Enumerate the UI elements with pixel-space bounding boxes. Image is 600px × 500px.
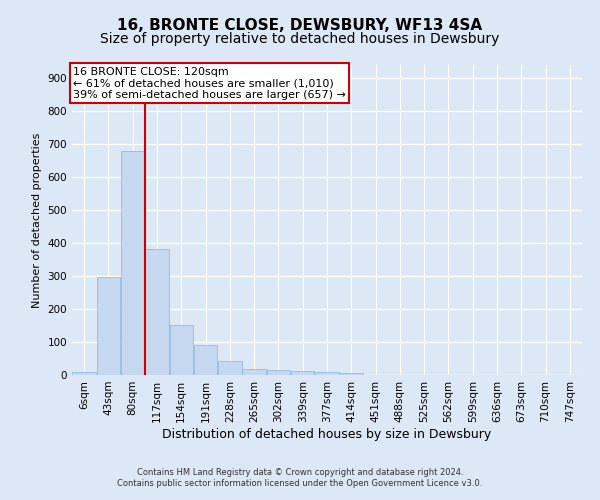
Bar [340, 372, 363, 375]
Bar [291, 370, 314, 375]
Bar [97, 276, 120, 375]
Bar [73, 372, 96, 375]
Text: 16, BRONTE CLOSE, DEWSBURY, WF13 4SA: 16, BRONTE CLOSE, DEWSBURY, WF13 4SA [118, 18, 482, 32]
Bar [218, 361, 242, 375]
Bar [242, 370, 266, 375]
Bar [266, 370, 290, 375]
Text: Contains HM Land Registry data © Crown copyright and database right 2024.
Contai: Contains HM Land Registry data © Crown c… [118, 468, 482, 487]
X-axis label: Distribution of detached houses by size in Dewsbury: Distribution of detached houses by size … [163, 428, 491, 440]
Bar [145, 248, 169, 375]
Bar [170, 324, 193, 375]
Y-axis label: Number of detached properties: Number of detached properties [32, 132, 42, 308]
Text: Size of property relative to detached houses in Dewsbury: Size of property relative to detached ho… [100, 32, 500, 46]
Bar [315, 372, 339, 375]
Text: 16 BRONTE CLOSE: 120sqm
← 61% of detached houses are smaller (1,010)
39% of semi: 16 BRONTE CLOSE: 120sqm ← 61% of detache… [73, 66, 346, 100]
Bar [194, 346, 217, 375]
Bar [121, 152, 145, 375]
